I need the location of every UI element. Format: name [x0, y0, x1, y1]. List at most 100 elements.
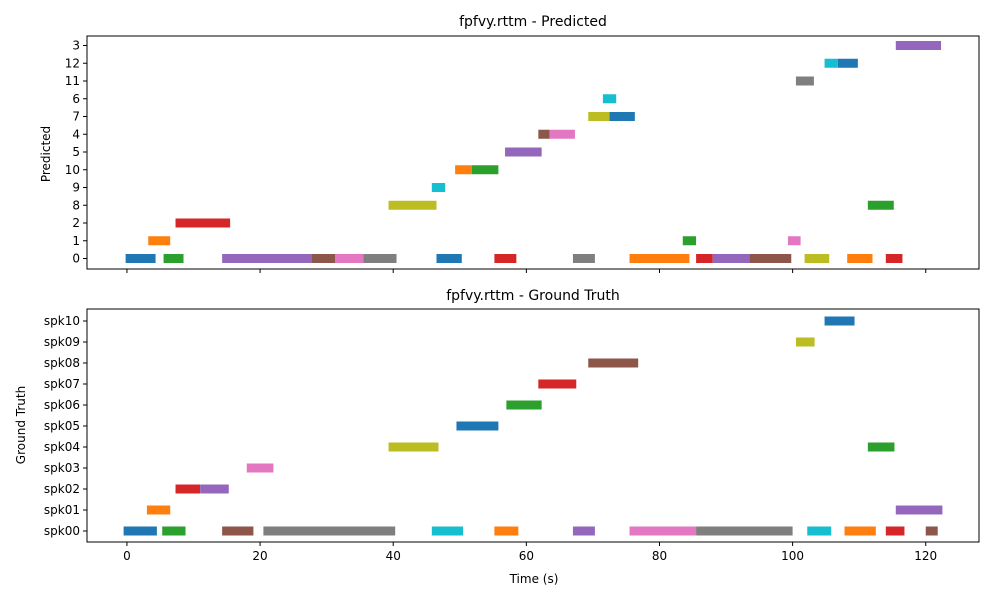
predicted-plot-frame [86, 35, 980, 270]
predicted-segment-7-29 [609, 112, 635, 121]
predicted-segment-4-26 [538, 129, 550, 139]
predicted-segment-9-22 [431, 183, 446, 192]
ground-truth-x-tick-label: 0 [123, 549, 131, 563]
predicted-y-tick-label: 8 [72, 198, 80, 212]
ground-truth-segment-spk00-8 [696, 526, 793, 536]
ground-truth-y-tick-label: spk04 [44, 440, 80, 454]
predicted-segment-8-21 [867, 200, 894, 210]
ground-truth-segment-spk00-12 [925, 526, 938, 536]
ground-truth-segment-spk03-17 [246, 463, 274, 473]
ground-truth-chart-title: fpfvy.rttm - Ground Truth [446, 288, 620, 304]
ground-truth-y-tick-label: spk05 [44, 419, 80, 433]
ground-truth-plot-frame [86, 308, 980, 543]
ground-truth-segment-spk04-18 [388, 442, 439, 452]
ground-truth-segment-spk01-14 [895, 505, 943, 515]
ground-truth-segment-spk01-13 [146, 505, 171, 515]
ground-truth-x-tick-label: 40 [386, 549, 401, 563]
predicted-y-tick-label: 2 [72, 216, 80, 230]
predicted-y-tick-label: 3 [72, 39, 80, 53]
predicted-y-tick-label: 10 [65, 163, 80, 177]
ground-truth-segment-spk00-6 [572, 526, 595, 536]
predicted-y-tick-label: 7 [72, 110, 80, 124]
predicted-panel: fpfvy.rttm - Predicted Predicted 0128910… [39, 14, 980, 273]
predicted-segment-4-27 [549, 129, 575, 139]
predicted-segment-11-31 [795, 76, 814, 86]
x-axis-label: Time (s) [509, 572, 559, 586]
predicted-segment-0-15 [885, 254, 903, 263]
ground-truth-x-tick-label: 20 [252, 549, 267, 563]
predicted-segments [125, 41, 942, 263]
ground-truth-y-tick-label: spk02 [44, 482, 80, 496]
ground-truth-x-tick-label: 100 [781, 549, 804, 563]
predicted-y-tick-label: 4 [72, 127, 80, 141]
ground-truth-segment-spk00-4 [431, 526, 464, 536]
ground-truth-segments [123, 316, 943, 536]
predicted-segment-1-17 [682, 236, 697, 246]
predicted-segment-0-4 [335, 254, 364, 263]
ground-truth-segment-spk07-22 [538, 379, 577, 389]
predicted-segment-0-7 [494, 254, 517, 263]
ground-truth-segment-spk04-19 [867, 442, 895, 452]
predicted-segment-12-32 [824, 58, 838, 68]
predicted-segment-0-13 [804, 254, 830, 263]
ground-truth-segment-spk05-20 [456, 421, 499, 431]
predicted-segment-8-20 [388, 200, 437, 210]
ground-truth-y-tick-label: spk08 [44, 356, 80, 370]
predicted-segment-0-1 [163, 254, 184, 263]
ground-truth-segment-spk08-23 [588, 358, 639, 368]
predicted-segment-6-30 [602, 94, 617, 104]
predicted-segment-12-33 [837, 58, 858, 68]
ground-truth-panel: fpfvy.rttm - Ground Truth Ground Truth s… [14, 288, 980, 586]
predicted-segment-0-12 [749, 254, 792, 263]
ground-truth-x-tick-label: 60 [519, 549, 534, 563]
ground-truth-y-tick-label: spk01 [44, 503, 80, 517]
predicted-y-axis-label: Predicted [39, 126, 53, 182]
predicted-segment-1-16 [148, 236, 171, 246]
predicted-segment-10-24 [471, 165, 499, 175]
ground-truth-segment-spk00-11 [885, 526, 905, 536]
ground-truth-x-ticks: 0 20 40 60 80 100 120 [123, 542, 937, 563]
ground-truth-x-tick-label: 120 [914, 549, 937, 563]
predicted-segment-5-25 [505, 147, 542, 157]
predicted-y-tick-label: 6 [72, 92, 80, 106]
predicted-segment-0-0 [125, 254, 156, 263]
ground-truth-y-ticks: spk00 spk01 spk02 spk03 spk04 spk05 spk06 spk07… [44, 314, 87, 538]
ground-truth-y-axis-label: Ground Truth [14, 386, 28, 464]
ground-truth-segment-spk00-3 [263, 526, 396, 536]
predicted-segment-3-34 [895, 41, 942, 50]
predicted-x-ticks [126, 269, 927, 273]
predicted-segment-0-9 [629, 254, 690, 263]
predicted-y-tick-label: 12 [65, 56, 80, 70]
ground-truth-segment-spk00-1 [162, 526, 186, 536]
ground-truth-segment-spk00-9 [807, 526, 832, 536]
predicted-segment-0-10 [696, 254, 713, 263]
predicted-segment-0-3 [312, 254, 336, 263]
ground-truth-segment-spk00-7 [629, 526, 697, 536]
ground-truth-y-tick-label: spk07 [44, 377, 80, 391]
ground-truth-y-tick-label: spk03 [44, 461, 80, 475]
ground-truth-segment-spk10-25 [824, 316, 855, 326]
ground-truth-segment-spk02-16 [200, 484, 229, 494]
predicted-segment-0-11 [712, 254, 750, 263]
predicted-segment-2-19 [175, 218, 231, 228]
ground-truth-y-tick-label: spk00 [44, 524, 80, 538]
ground-truth-segment-spk00-2 [222, 526, 254, 536]
predicted-y-tick-label: 5 [72, 145, 80, 159]
predicted-segment-1-18 [787, 236, 801, 246]
predicted-y-tick-label: 0 [72, 252, 80, 266]
ground-truth-y-tick-label: spk10 [44, 314, 80, 328]
predicted-segment-0-5 [363, 254, 397, 263]
ground-truth-segment-spk09-24 [795, 337, 815, 347]
predicted-y-tick-label: 11 [65, 74, 80, 88]
ground-truth-x-tick-label: 80 [652, 549, 667, 563]
predicted-segment-0-8 [572, 254, 595, 263]
ground-truth-segment-spk02-15 [175, 484, 201, 494]
predicted-segment-0-2 [222, 254, 312, 263]
predicted-segment-0-14 [847, 254, 873, 263]
predicted-y-tick-label: 1 [72, 234, 80, 248]
ground-truth-y-tick-label: spk09 [44, 335, 80, 349]
ground-truth-segment-spk00-0 [123, 526, 157, 536]
